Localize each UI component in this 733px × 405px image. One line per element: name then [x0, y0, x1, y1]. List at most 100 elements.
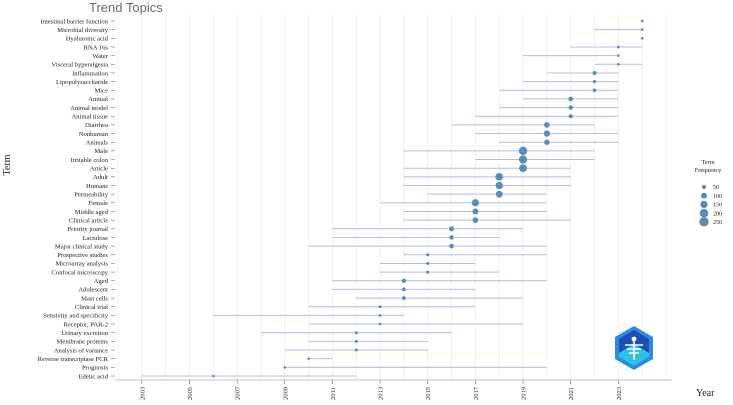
term-row: RNA 16s	[84, 44, 643, 51]
legend-symbol	[701, 192, 707, 199]
term-row: Major clinical study	[55, 243, 547, 250]
term-row: Priority journal	[68, 226, 524, 233]
term-label: Aged	[94, 278, 109, 285]
legend-symbol	[699, 208, 709, 218]
term-point	[426, 253, 430, 257]
term-point	[283, 366, 287, 369]
term-row: Hyaluronic acid	[66, 36, 644, 43]
x-tick-label: 2009	[282, 386, 289, 400]
term-point	[426, 261, 430, 265]
term-label: Membrane proteins	[57, 339, 109, 346]
term-row: Prognosis	[82, 365, 547, 372]
term-row: Nonhuman	[79, 130, 619, 138]
x-tick-label: 2003	[139, 386, 146, 400]
term-point	[640, 19, 644, 23]
term-label: RNA 16s	[84, 44, 109, 51]
term-row: Male	[94, 146, 595, 155]
term-point	[354, 339, 358, 343]
term-point	[640, 28, 644, 31]
legend-symbol	[701, 184, 707, 190]
term-row: Diarrhea	[85, 122, 595, 129]
x-tick-label: 2013	[378, 386, 385, 400]
term-row: Humans	[86, 181, 571, 190]
term-label: Clinical trial	[75, 304, 108, 311]
term-label: Animal tissue	[72, 114, 109, 121]
term-row: Prospective studies	[57, 252, 547, 259]
term-point	[568, 105, 573, 110]
term-label: Microarray analysis	[55, 261, 108, 268]
term-point	[617, 54, 620, 57]
term-label: Adult	[93, 174, 108, 181]
term-point	[568, 114, 573, 119]
term-label: Female	[89, 200, 108, 207]
term-row: Lipopolysaccharide	[56, 79, 619, 86]
term-point	[617, 45, 620, 49]
x-axis-ticks: 2003 2005 2007 2009 2011 2013 2015 2017 2019 2021…	[115, 379, 672, 400]
term-point	[401, 278, 407, 283]
grid-layer	[117, 14, 667, 380]
term-row: Mast cells	[81, 295, 524, 302]
term-label: Prognosis	[82, 365, 108, 372]
term-label: Visceral hyperalgesia	[51, 62, 108, 69]
term-row: Clinical article	[69, 217, 571, 224]
term-label: Confocal microscopy	[51, 269, 108, 276]
hexagon-logo-icon	[615, 326, 653, 370]
term-point	[378, 305, 382, 309]
term-label: Sensivity and specificity	[43, 313, 109, 320]
term-row: Water	[92, 53, 620, 60]
term-point	[449, 243, 454, 249]
term-row: Microarray analysis	[55, 261, 476, 268]
term-row: Sensivity and specificity	[43, 313, 404, 320]
term-row: Microbial diversity	[57, 27, 644, 34]
term-label: Irritable colon	[70, 157, 108, 164]
term-row: Inflammation	[72, 70, 619, 77]
term-point	[592, 88, 597, 93]
term-row: Adolescent	[78, 287, 476, 294]
legend-label: 50	[713, 185, 719, 191]
legend-label: 250	[713, 220, 722, 226]
term-label: Prospective studies	[57, 252, 108, 259]
term-row: Visceral hyperalgesia	[51, 62, 643, 69]
term-point	[449, 235, 454, 240]
term-point	[472, 217, 479, 223]
term-point	[378, 314, 382, 317]
term-row: Lactulose	[82, 235, 500, 242]
term-label: Adolescent	[78, 287, 108, 294]
term-point	[543, 130, 551, 137]
term-point	[544, 139, 550, 145]
term-point	[568, 96, 574, 102]
term-point	[495, 181, 503, 190]
term-point	[472, 208, 479, 215]
term-row: Animal	[88, 96, 619, 103]
term-label: Clinical article	[69, 217, 108, 224]
term-point	[471, 199, 480, 207]
term-row: Middle aged	[75, 208, 547, 216]
term-label: Lactulose	[82, 235, 108, 242]
term-label: Water	[92, 53, 108, 60]
term-label: Edetic acid	[79, 373, 109, 380]
term-point	[592, 70, 597, 75]
term-point	[402, 296, 406, 300]
term-label: Reverse transcriptase PCR	[38, 356, 109, 363]
term-label: Mast cells	[81, 295, 108, 302]
legend-symbol	[700, 200, 708, 209]
term-point	[378, 322, 382, 326]
legend-title: Term	[701, 159, 714, 166]
term-row: Edetic acid	[79, 373, 357, 380]
term-point	[519, 164, 527, 173]
term-point	[495, 190, 503, 198]
term-label: Urinary excretion	[61, 330, 108, 337]
term-point	[449, 226, 455, 232]
term-row: Urinary excretion	[61, 330, 452, 337]
term-label: Hyaluronic acid	[66, 36, 109, 43]
term-label: Permeability	[74, 191, 108, 198]
legend-label: 200	[713, 211, 722, 217]
term-row: Adult	[93, 173, 571, 181]
term-label: Animal model	[70, 105, 108, 112]
term-row: Article	[90, 164, 571, 172]
term-row: Animal model	[70, 105, 619, 112]
term-point	[495, 173, 504, 181]
term-row: Reverse transcriptase PCR	[38, 356, 333, 363]
term-point	[354, 331, 358, 335]
